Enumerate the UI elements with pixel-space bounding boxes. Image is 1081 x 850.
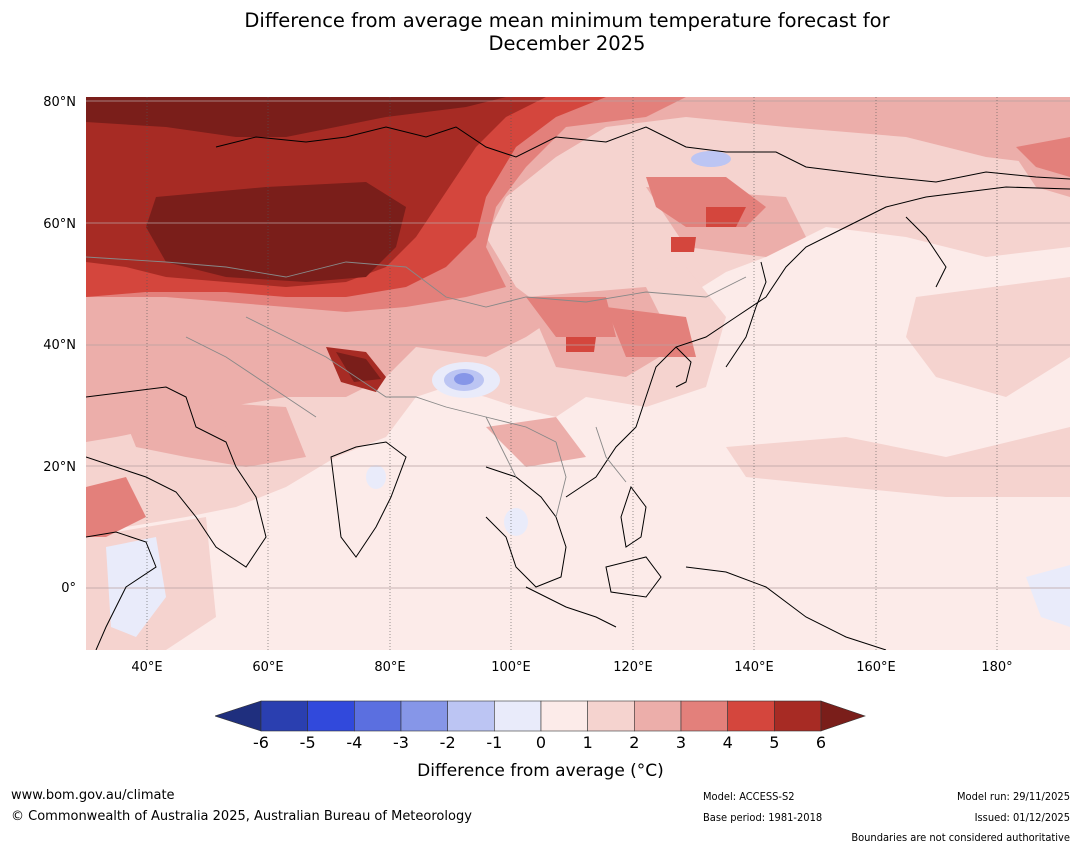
lat-label-40n: 40°N xyxy=(43,338,76,353)
colorbar-tick-label: 1 xyxy=(582,733,593,752)
country-borders xyxy=(86,256,747,518)
boundaries-disclaimer: Boundaries are not considered authoritat… xyxy=(851,831,1070,844)
colorbar-tick-label: -6 xyxy=(253,733,269,752)
colorbar-extend-low xyxy=(215,700,262,732)
title-line-2: December 2025 xyxy=(488,32,646,55)
colorbar-tick-label: 6 xyxy=(815,733,827,752)
colorbar-cell xyxy=(447,700,495,732)
colorbar-cell xyxy=(494,700,542,732)
anomaly-above-6-regions xyxy=(86,97,506,382)
colorbar-cell xyxy=(774,700,822,732)
colorbar-tick-label: -2 xyxy=(439,733,456,752)
coastlines xyxy=(86,126,1070,650)
colorbar-cell xyxy=(727,700,775,732)
temperature-anomaly-map xyxy=(86,97,1070,650)
colorbar-tick-label: 5 xyxy=(769,733,780,752)
lat-label-60n: 60°N xyxy=(43,217,76,232)
lon-label-80e: 80°E xyxy=(374,660,406,675)
lat-label-20n: 20°N xyxy=(43,460,76,475)
colorbar-tick-label: 3 xyxy=(675,733,687,752)
colorbar-tick-label: -4 xyxy=(346,733,363,752)
issued-date: Issued: 01/12/2025 xyxy=(974,811,1070,824)
graticule-parallels xyxy=(86,100,1070,589)
lon-label-100e: 100°E xyxy=(491,660,531,675)
cool-anomaly-regions xyxy=(106,151,1070,637)
bom-url[interactable]: www.bom.gov.au/climate xyxy=(11,788,175,803)
colorbar-tick-label: 0 xyxy=(535,733,547,752)
model-run: Model run: 29/11/2025 xyxy=(957,790,1070,803)
colorbar-cell xyxy=(540,700,588,732)
colorbar-cell xyxy=(587,700,635,732)
colorbar-cell xyxy=(400,700,448,732)
base-period: Base period: 1981-2018 xyxy=(703,811,823,824)
lon-label-60e: 60°E xyxy=(252,660,284,675)
graticule-meridians xyxy=(146,97,998,650)
map-title: Difference from average mean minimum tem… xyxy=(0,9,1081,55)
lon-label-40e: 40°E xyxy=(131,660,163,675)
colorbar-tick-label: -3 xyxy=(393,733,409,752)
copyright: © Commonwealth of Australia 2025, Austra… xyxy=(11,809,472,824)
colorbar-cell xyxy=(680,700,728,732)
colorbar-cell xyxy=(307,700,355,732)
lat-label-80n: 80°N xyxy=(43,95,76,110)
colorbar-tick-label: -5 xyxy=(299,733,316,752)
colorbar-tick-label: 2 xyxy=(629,733,640,752)
colorbar-cell xyxy=(634,700,682,732)
colorbar xyxy=(215,700,866,732)
title-line-1: Difference from average mean minimum tem… xyxy=(244,9,890,32)
colorbar-cell xyxy=(354,700,402,732)
colorbar-extend-high xyxy=(820,700,866,732)
colorbar-tick-label: -1 xyxy=(486,733,503,752)
lon-label-120e: 120°E xyxy=(613,660,653,675)
colorbar-cells xyxy=(215,700,866,732)
lon-label-140e: 140°E xyxy=(734,660,774,675)
lat-label-0: 0° xyxy=(61,581,76,596)
map-svg xyxy=(86,97,1070,650)
colorbar-cell xyxy=(260,700,308,732)
model-name: Model: ACCESS-S2 xyxy=(703,790,795,803)
lon-label-180: 180° xyxy=(981,660,1013,675)
colorbar-label: Difference from average (°C) xyxy=(417,761,664,781)
colorbar-tick-label: 4 xyxy=(722,733,733,752)
lon-label-160e: 160°E xyxy=(856,660,896,675)
